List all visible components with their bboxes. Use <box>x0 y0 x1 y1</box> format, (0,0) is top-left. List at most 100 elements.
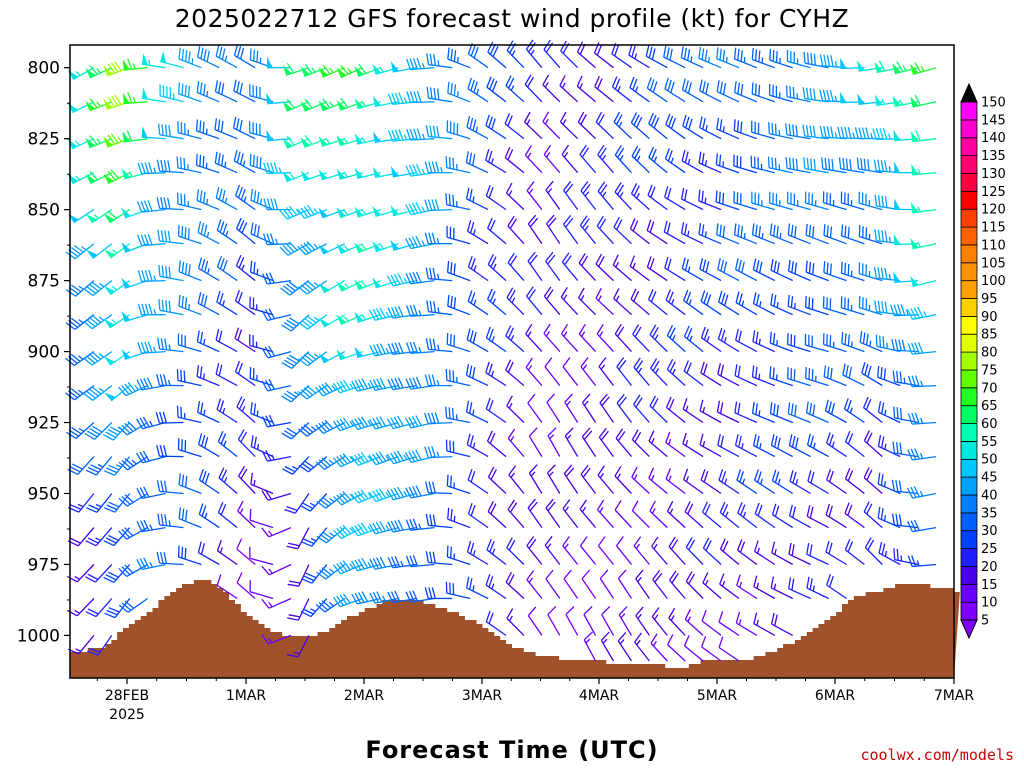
wind-barb <box>650 358 668 387</box>
wind-barb <box>104 385 131 402</box>
wind-barb <box>806 433 829 458</box>
wind-barb <box>751 223 776 245</box>
wind-barb <box>157 513 184 529</box>
wind-barb <box>646 77 668 103</box>
wind-barb <box>612 254 632 282</box>
wind-barb <box>701 610 722 636</box>
wind-barb <box>717 290 740 316</box>
wind-barb <box>702 572 722 599</box>
colorbar-segment <box>960 494 978 514</box>
wind-barb <box>564 427 579 457</box>
wind-barb <box>699 79 722 103</box>
wind-barb <box>632 324 650 353</box>
wind-barb <box>786 50 811 69</box>
wind-barb <box>446 545 471 566</box>
colorbar-segment <box>960 137 978 156</box>
colorbar-label: 65 <box>981 399 998 414</box>
wind-barb <box>647 184 668 211</box>
wind-barb <box>85 170 113 184</box>
wind-barb <box>907 448 937 461</box>
wind-barb <box>580 464 597 494</box>
x-tick-label: 7MAR <box>934 688 975 704</box>
wind-barb <box>702 537 722 565</box>
wind-barb <box>485 114 507 140</box>
wind-barb <box>466 220 489 245</box>
wind-barb <box>805 223 829 245</box>
y-tick-label: 850 <box>28 201 60 221</box>
wind-barb <box>685 571 704 599</box>
colorbar-segment <box>960 244 978 264</box>
y-tick-label: 900 <box>28 343 60 363</box>
wind-barb <box>583 631 597 662</box>
wind-barb <box>387 556 417 569</box>
wind-barb <box>680 46 704 69</box>
wind-barb <box>122 58 148 71</box>
wind-barb <box>103 243 131 259</box>
wind-barb <box>466 540 489 566</box>
wind-barb <box>770 434 794 458</box>
wind-barb <box>806 542 829 566</box>
wind-barb <box>838 157 865 174</box>
wind-barb <box>629 218 650 245</box>
wind-barb <box>663 220 686 245</box>
wind-barb <box>287 598 310 621</box>
wind-barb <box>301 527 328 547</box>
wind-barb <box>141 53 166 69</box>
wind-barb <box>785 123 811 140</box>
wind-barb <box>121 242 148 253</box>
wind-barb <box>250 472 274 495</box>
wind-barb <box>178 473 202 495</box>
wind-barb <box>597 465 614 494</box>
wind-barb <box>216 219 238 245</box>
wind-barb <box>507 428 525 458</box>
wind-barb <box>318 314 346 328</box>
wind-barb <box>282 98 310 112</box>
wind-barb <box>645 44 668 69</box>
wind-barb <box>137 233 166 247</box>
wind-barb <box>157 337 184 353</box>
wind-barb <box>613 111 632 140</box>
wind-barb <box>543 144 561 174</box>
wind-barb <box>598 357 615 386</box>
wind-barb <box>666 500 686 529</box>
wind-barb <box>300 63 328 77</box>
wind-barb <box>581 569 597 599</box>
wind-barb <box>405 163 435 177</box>
wind-barb <box>286 527 310 550</box>
wind-barb <box>719 573 740 600</box>
wind-barb <box>177 438 202 458</box>
wind-barb <box>261 489 292 501</box>
wind-barb <box>507 499 525 529</box>
y-axis: 800 825 850 875 900 925 950 975 1000 <box>17 59 70 646</box>
wind-barb <box>197 45 220 69</box>
wind-barb <box>156 445 184 458</box>
wind-barb <box>684 608 704 636</box>
colorbar-label: 30 <box>981 524 998 539</box>
wind-barb <box>844 467 865 495</box>
wind-barb <box>237 500 256 529</box>
wind-barb <box>542 111 561 140</box>
wind-barb <box>650 633 668 662</box>
wind-barb <box>137 162 166 175</box>
wind-barb <box>716 223 740 245</box>
wind-barb <box>787 333 811 353</box>
wind-barb <box>103 209 131 224</box>
wind-barb <box>446 261 471 282</box>
wind-barb <box>702 501 722 529</box>
x-tick-label: 28FEB <box>105 688 149 704</box>
wind-barb <box>297 241 328 256</box>
wind-barb <box>249 508 274 529</box>
wind-barb <box>858 191 883 211</box>
wind-barb <box>196 365 220 387</box>
wind-barb <box>698 47 722 69</box>
wind-barb <box>770 258 793 282</box>
wind-barb <box>66 422 95 440</box>
colorbar-segment <box>960 405 978 425</box>
wind-barb <box>261 597 292 609</box>
wind-barb <box>137 303 166 316</box>
wind-barb <box>505 359 525 387</box>
wind-barb <box>137 269 166 282</box>
wind-barb <box>118 563 148 577</box>
wind-barb <box>465 363 489 387</box>
wind-barb <box>318 351 346 364</box>
